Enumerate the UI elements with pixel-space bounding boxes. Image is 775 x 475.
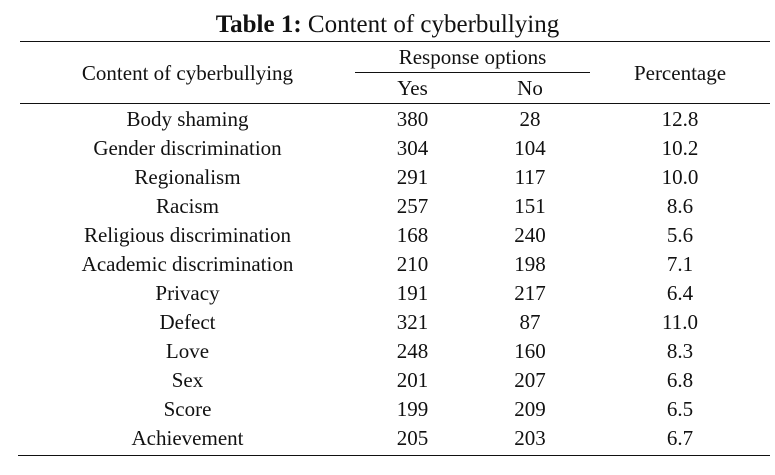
cell-no: 217	[514, 281, 546, 305]
table-row: Achievement 205 203 6.7	[0, 424, 775, 453]
cell-percentage: 5.6	[666, 223, 694, 247]
table-caption: Table 1: Content of cyberbullying	[0, 10, 775, 40]
table-row: Religious discrimination 168 240 5.6	[0, 221, 775, 250]
cell-content: Score	[163, 397, 212, 421]
table-title: Content of cyberbullying	[301, 11, 560, 38]
cell-content: Gender discrimination	[93, 136, 282, 160]
cell-yes: 291	[396, 165, 429, 189]
cell-percentage: 12.8	[661, 107, 699, 131]
cell-yes: 201	[396, 368, 429, 392]
top-rule	[20, 41, 770, 42]
cell-content: Defect	[159, 310, 216, 334]
bottom-rule	[18, 455, 770, 456]
table-number: Table 1:	[215, 11, 302, 38]
header-response-options: Response options	[398, 45, 547, 69]
cell-content: Religious discrimination	[83, 223, 292, 247]
cell-content: Privacy	[155, 281, 220, 305]
cell-percentage: 8.6	[666, 194, 694, 218]
cell-content: Achievement	[131, 426, 244, 450]
header-percentage: Percentage	[633, 61, 727, 85]
cell-content: Racism	[156, 194, 219, 218]
cell-no: 198	[514, 252, 546, 276]
cell-percentage: 10.2	[661, 136, 699, 160]
cell-no: 151	[514, 194, 546, 218]
cell-no: 209	[514, 397, 546, 421]
cell-yes: 210	[396, 252, 429, 276]
cell-yes: 205	[396, 426, 429, 450]
table-row: Gender discrimination 304 104 10.2	[0, 134, 775, 163]
header-rule	[20, 103, 770, 104]
cell-percentage: 6.8	[666, 368, 694, 392]
cell-content: Body shaming	[126, 107, 249, 131]
cell-content: Sex	[171, 368, 204, 392]
cell-no: 203	[514, 426, 546, 450]
table-row: Academic discrimination 210 198 7.1	[0, 250, 775, 279]
table-row: Love 248 160 8.3	[0, 337, 775, 366]
cell-yes: 380	[396, 107, 429, 131]
cell-yes: 168	[396, 223, 429, 247]
cell-content: Regionalism	[134, 165, 241, 189]
header-yes: Yes	[397, 76, 428, 100]
cell-no: 117	[514, 165, 546, 189]
cell-percentage: 10.0	[661, 165, 699, 189]
table-row: Racism 257 151 8.6	[0, 192, 775, 221]
cell-content: Academic discrimination	[81, 252, 294, 276]
table-body: Body shaming 380 28 12.8 Gender discriminati…	[0, 105, 775, 453]
cell-yes: 248	[396, 339, 429, 363]
cell-yes: 321	[396, 310, 429, 334]
cell-no: 87	[519, 310, 541, 334]
cell-no: 104	[514, 136, 546, 160]
cell-yes: 304	[396, 136, 429, 160]
cell-no: 160	[514, 339, 546, 363]
cell-yes: 257	[396, 194, 429, 218]
cell-percentage: 6.4	[666, 281, 694, 305]
cell-percentage: 11.0	[662, 310, 698, 334]
cell-no: 240	[514, 223, 546, 247]
table-row: Defect 321 87 11.0	[0, 308, 775, 337]
cell-no: 28	[519, 107, 541, 131]
header-content: Content of cyberbullying	[81, 61, 294, 85]
table-row: Privacy 191 217 6.4	[0, 279, 775, 308]
header-no: No	[517, 76, 543, 100]
cell-yes: 199	[396, 397, 429, 421]
cell-percentage: 7.1	[666, 252, 694, 276]
cell-percentage: 6.5	[666, 397, 694, 421]
cell-content: Love	[165, 339, 210, 363]
cell-percentage: 8.3	[666, 339, 694, 363]
cell-yes: 191	[396, 281, 429, 305]
table-row: Regionalism 291 117 10.0	[0, 163, 775, 192]
table-row: Sex 201 207 6.8	[0, 366, 775, 395]
response-options-rule	[355, 72, 590, 73]
cell-percentage: 6.7	[666, 426, 694, 450]
cell-no: 207	[514, 368, 546, 392]
table-row: Body shaming 380 28 12.8	[0, 105, 775, 134]
table-row: Score 199 209 6.5	[0, 395, 775, 424]
